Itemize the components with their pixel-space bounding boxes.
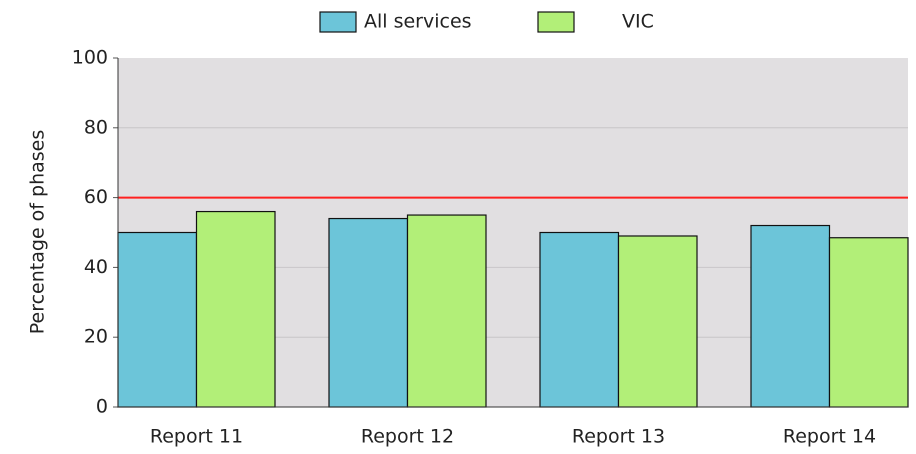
y-axis-label: Percentage of phases bbox=[27, 130, 49, 335]
y-tick-label: 0 bbox=[96, 396, 108, 418]
y-tick-label: 80 bbox=[84, 116, 108, 138]
bar bbox=[117, 231, 198, 408]
bar bbox=[828, 237, 909, 408]
bar bbox=[406, 214, 487, 408]
y-tick-label: 40 bbox=[84, 256, 108, 278]
bar bbox=[328, 217, 409, 408]
legend-label: All services bbox=[364, 11, 472, 33]
x-tick-label: Report 12 bbox=[361, 426, 454, 448]
x-tick-label: Report 13 bbox=[572, 426, 665, 448]
bar bbox=[750, 224, 831, 408]
y-tick-label: 60 bbox=[84, 186, 108, 208]
legend-swatch bbox=[319, 11, 357, 33]
legend-label: VIC bbox=[622, 11, 654, 33]
y-tick-label: 100 bbox=[72, 47, 108, 69]
bar bbox=[617, 235, 698, 408]
x-tick-label: Report 11 bbox=[150, 426, 243, 448]
y-tick-label: 20 bbox=[84, 326, 108, 348]
legend-swatch bbox=[537, 11, 575, 33]
x-tick-label: Report 14 bbox=[783, 426, 876, 448]
bar bbox=[539, 231, 620, 408]
bar bbox=[195, 210, 276, 408]
